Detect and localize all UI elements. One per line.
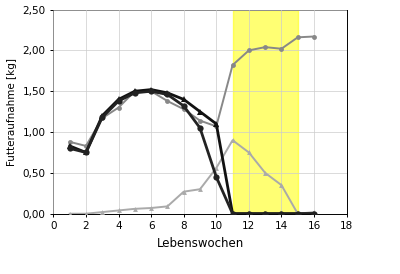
Line: MAT Versuch: MAT Versuch xyxy=(66,87,317,217)
Kraftfutter Kontrolle xyxy=(100,116,105,120)
Kraftfutter Kontrolle xyxy=(132,90,137,93)
MAT Versuch xyxy=(279,212,284,215)
MAT Versuch xyxy=(263,212,268,215)
MAT Versuch xyxy=(295,212,300,215)
Kraftfutter Versuch xyxy=(279,184,284,187)
Kraftfutter Kontrolle xyxy=(67,140,72,144)
MAT Versuch xyxy=(312,212,316,215)
Line: Kraftfutter Versuch: Kraftfutter Versuch xyxy=(67,138,316,216)
MAT Kontrolle xyxy=(295,212,300,215)
MAT Kontrolle xyxy=(230,212,235,215)
MAT Kontrolle xyxy=(312,212,316,215)
Kraftfutter Kontrolle xyxy=(295,36,300,39)
MAT Kontrolle xyxy=(214,175,219,179)
Kraftfutter Versuch xyxy=(312,210,316,214)
MAT Kontrolle xyxy=(116,99,121,103)
MAT Kontrolle xyxy=(246,212,251,215)
MAT Versuch xyxy=(84,151,88,154)
X-axis label: Lebenswochen: Lebenswochen xyxy=(156,237,244,250)
Kraftfutter Kontrolle xyxy=(246,49,251,52)
Kraftfutter Kontrolle xyxy=(84,144,88,148)
MAT Kontrolle xyxy=(279,212,284,215)
Kraftfutter Versuch xyxy=(116,209,121,212)
MAT Kontrolle xyxy=(263,212,268,215)
MAT Versuch xyxy=(181,98,186,101)
MAT Kontrolle xyxy=(165,93,170,96)
Kraftfutter Versuch xyxy=(295,212,300,215)
MAT Versuch xyxy=(246,212,251,215)
Kraftfutter Versuch xyxy=(181,190,186,193)
Kraftfutter Kontrolle xyxy=(165,99,170,103)
Kraftfutter Kontrolle xyxy=(214,125,219,128)
Kraftfutter Kontrolle xyxy=(181,107,186,111)
Kraftfutter Versuch xyxy=(84,212,88,215)
Kraftfutter Versuch xyxy=(67,212,72,215)
Kraftfutter Versuch xyxy=(263,171,268,175)
MAT Kontrolle xyxy=(100,116,105,119)
MAT Versuch xyxy=(100,114,105,117)
MAT Versuch xyxy=(230,212,235,215)
MAT Kontrolle xyxy=(181,104,186,108)
Kraftfutter Kontrolle xyxy=(198,119,202,122)
Kraftfutter Versuch xyxy=(149,206,154,210)
Y-axis label: Futteraufnahme [kg]: Futteraufnahme [kg] xyxy=(7,58,17,166)
Kraftfutter Versuch xyxy=(246,151,251,154)
MAT Versuch xyxy=(198,110,202,113)
Kraftfutter Kontrolle xyxy=(312,35,316,38)
Line: MAT Kontrolle: MAT Kontrolle xyxy=(66,88,317,217)
Kraftfutter Versuch xyxy=(100,210,105,214)
MAT Versuch xyxy=(132,90,137,93)
MAT Versuch xyxy=(149,88,154,91)
MAT Versuch xyxy=(214,122,219,125)
Kraftfutter Kontrolle xyxy=(149,90,154,93)
Kraftfutter Versuch xyxy=(198,188,202,191)
Kraftfutter Kontrolle xyxy=(116,106,121,109)
MAT Kontrolle xyxy=(84,151,88,154)
MAT Kontrolle xyxy=(67,147,72,150)
MAT Kontrolle xyxy=(132,91,137,95)
Kraftfutter Kontrolle xyxy=(279,47,284,50)
Kraftfutter Versuch xyxy=(214,166,219,170)
Kraftfutter Versuch xyxy=(165,205,170,208)
Kraftfutter Kontrolle xyxy=(263,45,268,49)
MAT Kontrolle xyxy=(198,126,202,130)
MAT Kontrolle xyxy=(149,90,154,93)
MAT Versuch xyxy=(165,91,170,95)
Kraftfutter Kontrolle xyxy=(230,64,235,67)
Kraftfutter Versuch xyxy=(230,139,235,142)
Line: Kraftfutter Kontrolle: Kraftfutter Kontrolle xyxy=(67,34,316,148)
MAT Versuch xyxy=(116,98,121,101)
Bar xyxy=(232,10,298,214)
Kraftfutter Versuch xyxy=(132,207,137,210)
MAT Versuch xyxy=(67,144,72,148)
